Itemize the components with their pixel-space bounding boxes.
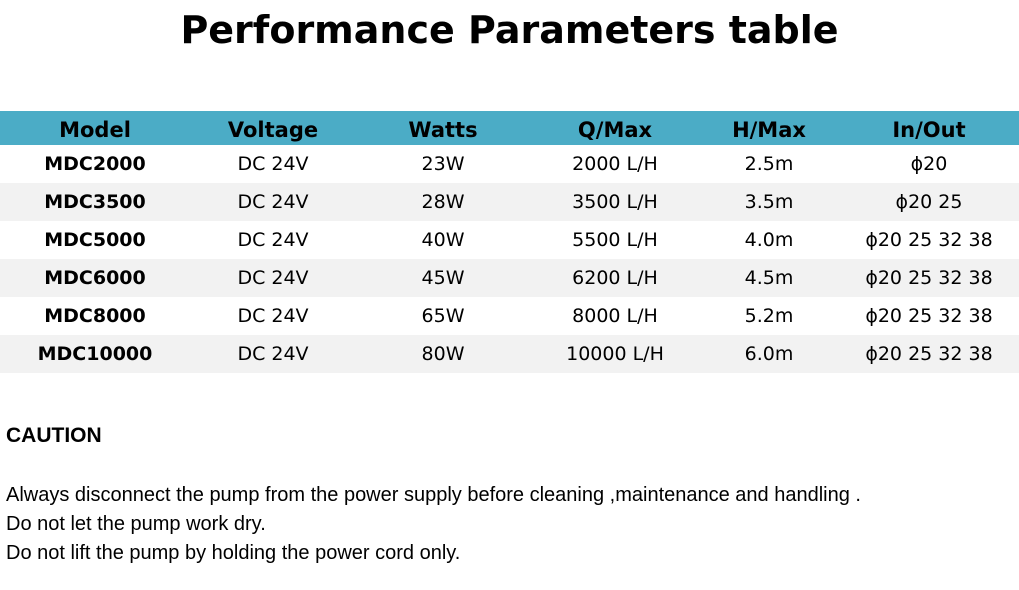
table-cell: 3500 L/H: [572, 191, 658, 213]
column-header: H/Max: [732, 117, 806, 142]
model-cell: MDC3500: [44, 191, 146, 213]
table-cell: 8000 L/H: [572, 305, 658, 327]
model-cell: MDC2000: [44, 153, 146, 175]
table-cell: DC 24V: [237, 267, 309, 289]
table-cell: ϕ20 25: [895, 191, 963, 213]
table-cell: 4.5m: [744, 267, 794, 289]
table-row: MDC6000 DC 24V 45W 6200 L/H 4.5m ϕ20 25 32 38: [0, 259, 1019, 297]
table-row: MDC10000 DC 24V 80W 10000 L/H 6.0m ϕ20 25 32 …: [0, 335, 1019, 373]
table-cell: 6.0m: [744, 343, 794, 365]
table-cell: 80W: [421, 343, 465, 365]
table-cell: DC 24V: [237, 153, 309, 175]
column-header: In/Out: [892, 117, 966, 142]
table-cell: ϕ20 25 32 38: [865, 267, 993, 289]
table-row: MDC3500 DC 24V 28W 3500 L/H 3.5m ϕ20 25: [0, 183, 1019, 221]
model-cell: MDC10000: [37, 343, 153, 365]
page-title: Performance Parameters table: [180, 8, 839, 52]
column-header: Q/Max: [577, 117, 653, 142]
column-header: Watts: [408, 117, 478, 142]
table-cell: 28W: [421, 191, 465, 213]
column-header: Voltage: [227, 117, 319, 142]
table-header: Model Voltage Watts Q/Max H/Max In/Out: [0, 111, 1019, 145]
table-cell: 45W: [421, 267, 465, 289]
table-cell: ϕ20 25 32 38: [865, 343, 993, 365]
table-cell: 10000 L/H: [566, 343, 664, 365]
table-cell: ϕ20 25 32 38: [865, 229, 993, 251]
caution-section: CAUTION Always disconnect the pump from …: [6, 424, 861, 568]
model-cell: MDC8000: [44, 305, 146, 327]
model-cell: MDC6000: [44, 267, 146, 289]
table-cell: 23W: [421, 153, 465, 175]
table-cell: 3.5m: [744, 191, 794, 213]
parameters-table: Model Voltage Watts Q/Max H/Max In/Out MDC2000…: [0, 111, 1019, 373]
table-cell: 6200 L/H: [572, 267, 658, 289]
table-cell: ϕ20 25 32 38: [865, 305, 993, 327]
caution-line: Do not let the pump work dry.: [6, 513, 266, 535]
table-row: MDC5000 DC 24V 40W 5500 L/H 4.0m ϕ20 25 32 38: [0, 221, 1019, 259]
table-cell: DC 24V: [237, 191, 309, 213]
table-row: MDC2000 DC 24V 23W 2000 L/H 2.5m ϕ20: [0, 145, 1019, 183]
caution-title: CAUTION: [6, 424, 102, 447]
column-header: Model: [59, 117, 131, 142]
table-cell: ϕ20: [910, 153, 948, 175]
caution-line: Do not lift the pump by holding the powe…: [6, 542, 461, 564]
table-cell: 4.0m: [744, 229, 794, 251]
table-cell: 2000 L/H: [572, 153, 658, 175]
table-cell: 40W: [421, 229, 465, 251]
table-row: MDC8000 DC 24V 65W 8000 L/H 5.2m ϕ20 25 32 38: [0, 297, 1019, 335]
table-cell: DC 24V: [237, 229, 309, 251]
table-cell: 5500 L/H: [572, 229, 658, 251]
caution-line: Always disconnect the pump from the powe…: [6, 484, 861, 506]
table-cell: 5.2m: [744, 305, 794, 327]
table-cell: DC 24V: [237, 305, 309, 327]
table-cell: 65W: [421, 305, 465, 327]
table-cell: 2.5m: [744, 153, 794, 175]
model-cell: MDC5000: [44, 229, 146, 251]
table-cell: DC 24V: [237, 343, 309, 365]
